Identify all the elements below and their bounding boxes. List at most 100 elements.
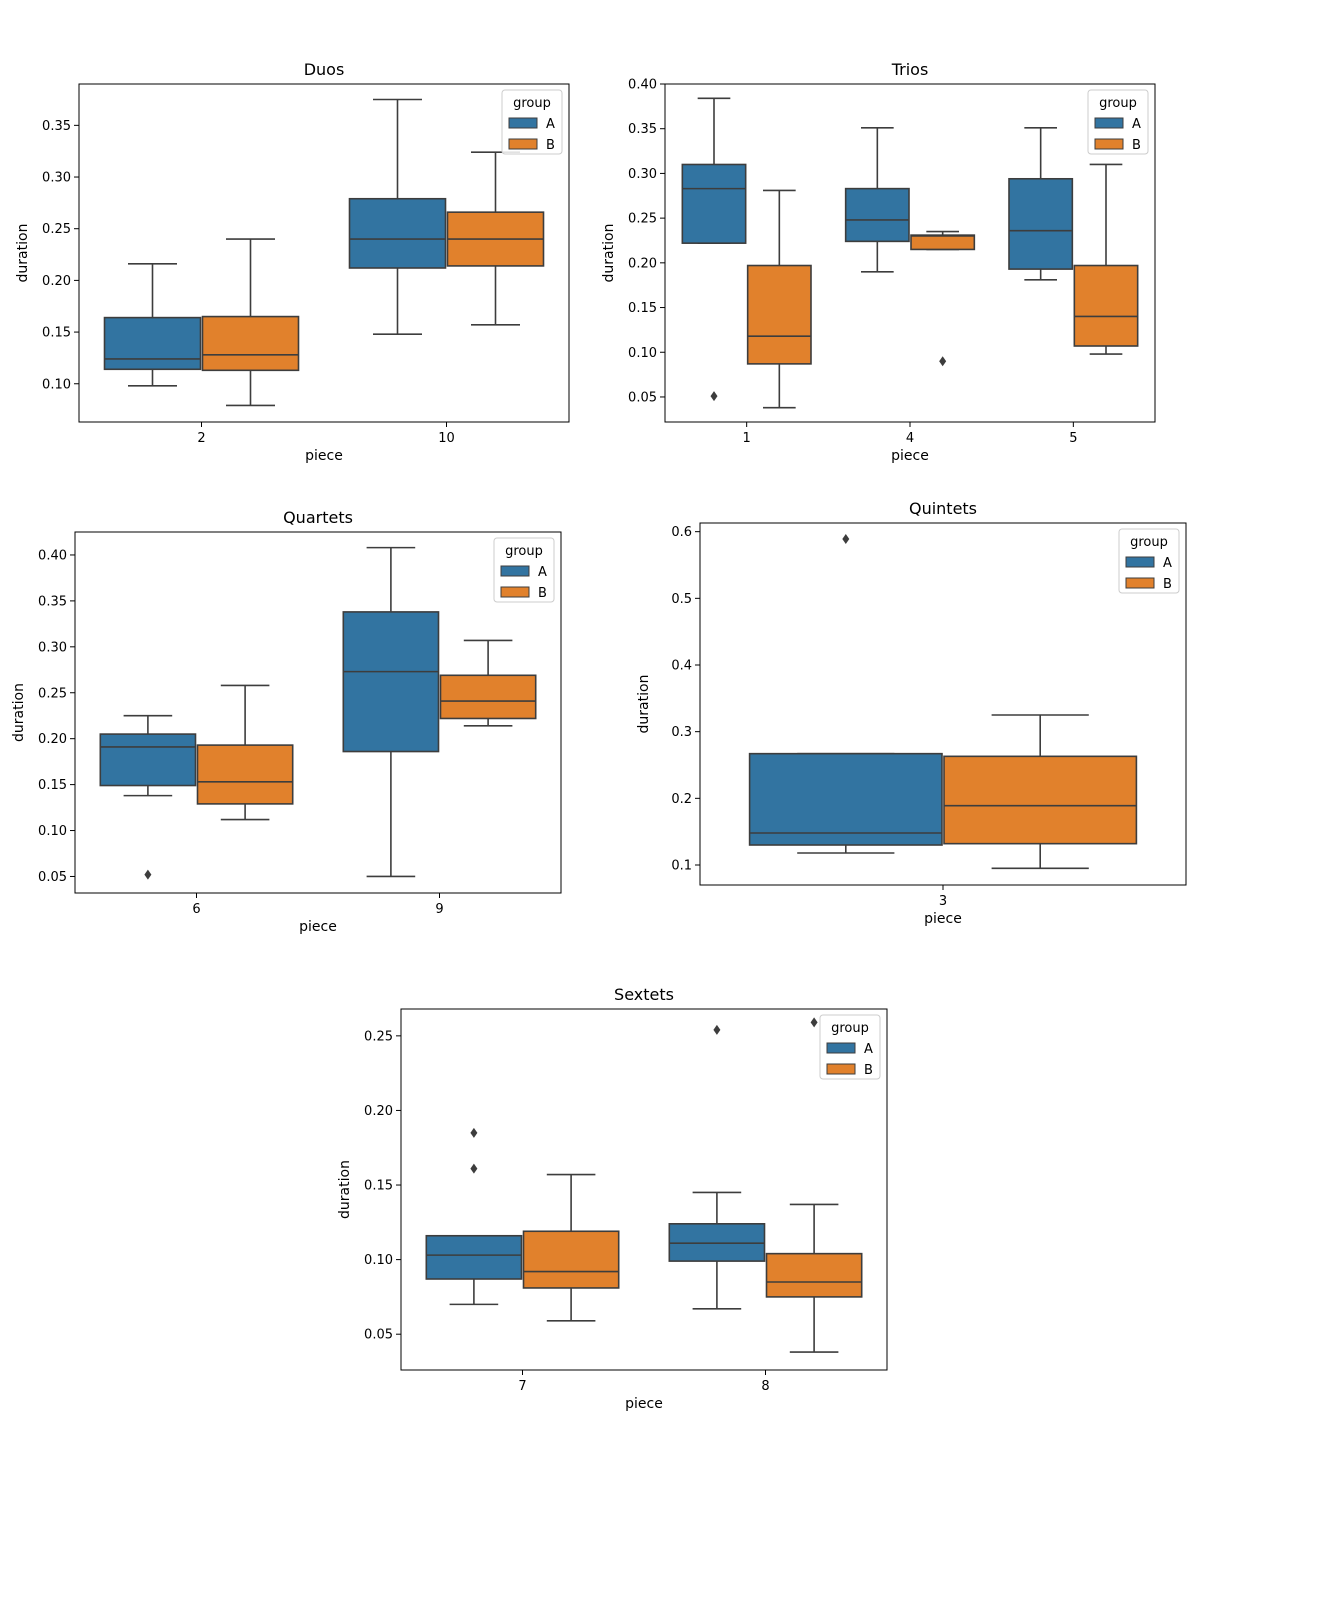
legend-swatch-a — [1125, 556, 1155, 568]
legend-label-a: A — [1163, 556, 1172, 571]
y-tick-label: 0.10 — [364, 1253, 393, 1268]
legend-swatch-b — [1094, 138, 1124, 150]
y-tick-label: 0.40 — [628, 78, 657, 93]
box-body — [342, 611, 440, 753]
x-axis-label: piece — [625, 1396, 663, 1412]
x-axis-label: piece — [924, 911, 962, 927]
axes-frame — [699, 522, 1187, 886]
box-5-B — [1073, 163, 1139, 355]
y-tick-label: 0.35 — [42, 119, 71, 134]
y-tick-label: 0.25 — [38, 686, 67, 701]
y-tick-label: 0.25 — [628, 212, 657, 227]
y-tick-label: 0.5 — [671, 592, 692, 607]
box-6-B — [196, 684, 294, 821]
legend-label-b: B — [546, 138, 555, 153]
x-tick-label: 7 — [518, 1379, 526, 1394]
legend-label-b: B — [864, 1063, 873, 1078]
box-body — [910, 234, 976, 251]
y-axis-label: duration — [11, 683, 27, 742]
chart-trios: Trios 0.05 0.10 0.15 0.20 0.25 0.30 0.35 0.40 1 4 5… — [601, 60, 1156, 464]
box-1-A — [681, 97, 747, 402]
box-body — [765, 1252, 863, 1298]
y-tick-label: 0.20 — [38, 732, 67, 747]
outlier-point — [470, 1127, 478, 1138]
chart-quintets: Quintets 0.1 0.2 0.3 0.4 0.5 0.6 3 piece duration… — [636, 499, 1187, 927]
y-tick-label: 0.10 — [628, 346, 657, 361]
legend-swatch-a — [826, 1042, 856, 1054]
x-tick-label: 6 — [192, 902, 200, 917]
box-10-A — [348, 98, 447, 335]
x-tick-label: 1 — [743, 431, 751, 446]
box-body — [681, 163, 747, 244]
outlier-point — [710, 391, 718, 402]
y-tick-label: 0.15 — [42, 326, 71, 341]
y-tick-label: 0.05 — [628, 390, 657, 405]
y-tick-label: 0.20 — [628, 256, 657, 271]
box-8-B — [765, 1017, 863, 1353]
y-tick-label: 0.15 — [364, 1179, 393, 1194]
legend-swatch-a — [1094, 117, 1124, 129]
legend-label-a: A — [538, 565, 547, 580]
legend-swatch-b — [1125, 577, 1155, 589]
box-body — [746, 264, 812, 365]
box-9-A — [342, 546, 440, 878]
y-tick-label: 0.05 — [38, 870, 67, 885]
chart-sextets: Sextets 0.05 0.10 0.15 0.20 0.25 7 8 piece durati… — [337, 985, 888, 1412]
x-tick-label: 9 — [435, 902, 443, 917]
y-tick-label: 0.4 — [671, 659, 692, 674]
legend: group AB — [819, 1014, 881, 1080]
legend: group AB — [493, 537, 555, 603]
y-tick-label: 0.15 — [628, 301, 657, 316]
outlier-point — [470, 1163, 478, 1174]
x-tick-label: 3 — [939, 894, 947, 909]
y-tick-label: 0.20 — [42, 274, 71, 289]
chart-title: Duos — [304, 60, 345, 79]
box-body — [99, 733, 197, 787]
axes-frame — [78, 83, 570, 423]
chart-title: Trios — [891, 60, 929, 79]
axes-frame — [400, 1008, 888, 1371]
legend-title: group — [1130, 535, 1168, 550]
box-2-B — [201, 238, 300, 407]
legend-label-b: B — [538, 586, 547, 601]
box-8-A — [668, 1024, 766, 1310]
outlier-point — [939, 356, 947, 367]
y-tick-label: 0.1 — [671, 859, 692, 874]
chart-title: Quartets — [283, 508, 353, 527]
legend-swatch-a — [500, 565, 530, 577]
box-body — [439, 674, 537, 720]
y-tick-label: 0.05 — [364, 1328, 393, 1343]
chart-quartets: Quartets 0.05 0.10 0.15 0.20 0.25 0.30 0.35 0.40… — [11, 508, 562, 935]
box-body — [103, 316, 202, 371]
y-tick-label: 0.10 — [42, 377, 71, 392]
box-9-B — [439, 639, 537, 727]
y-tick-label: 0.30 — [38, 640, 67, 655]
legend-title: group — [1099, 96, 1137, 111]
box-body — [201, 315, 300, 372]
x-tick-label: 10 — [438, 431, 455, 446]
y-axis-label: duration — [601, 224, 617, 283]
chart-title: Sextets — [614, 985, 674, 1004]
y-tick-label: 0.2 — [671, 792, 692, 807]
box-10-B — [446, 151, 545, 326]
y-tick-label: 0.15 — [38, 778, 67, 793]
box-body — [943, 755, 1138, 845]
legend-swatch-a — [508, 117, 538, 129]
box-1-B — [746, 189, 812, 409]
outlier-point — [842, 534, 850, 544]
legend-swatch-b — [826, 1063, 856, 1075]
x-axis-label: piece — [305, 448, 343, 464]
legend-label-b: B — [1132, 138, 1141, 153]
y-tick-label: 0.3 — [671, 725, 692, 740]
x-tick-label: 5 — [1069, 431, 1077, 446]
box-body — [348, 197, 447, 269]
box-body — [844, 187, 910, 243]
legend-title: group — [831, 1021, 869, 1036]
y-tick-label: 0.30 — [42, 171, 71, 186]
box-body — [1008, 177, 1074, 270]
legend-label-a: A — [864, 1042, 873, 1057]
y-axis-label: duration — [15, 224, 31, 283]
outlier-point — [810, 1017, 818, 1028]
box-4-A — [844, 127, 910, 273]
